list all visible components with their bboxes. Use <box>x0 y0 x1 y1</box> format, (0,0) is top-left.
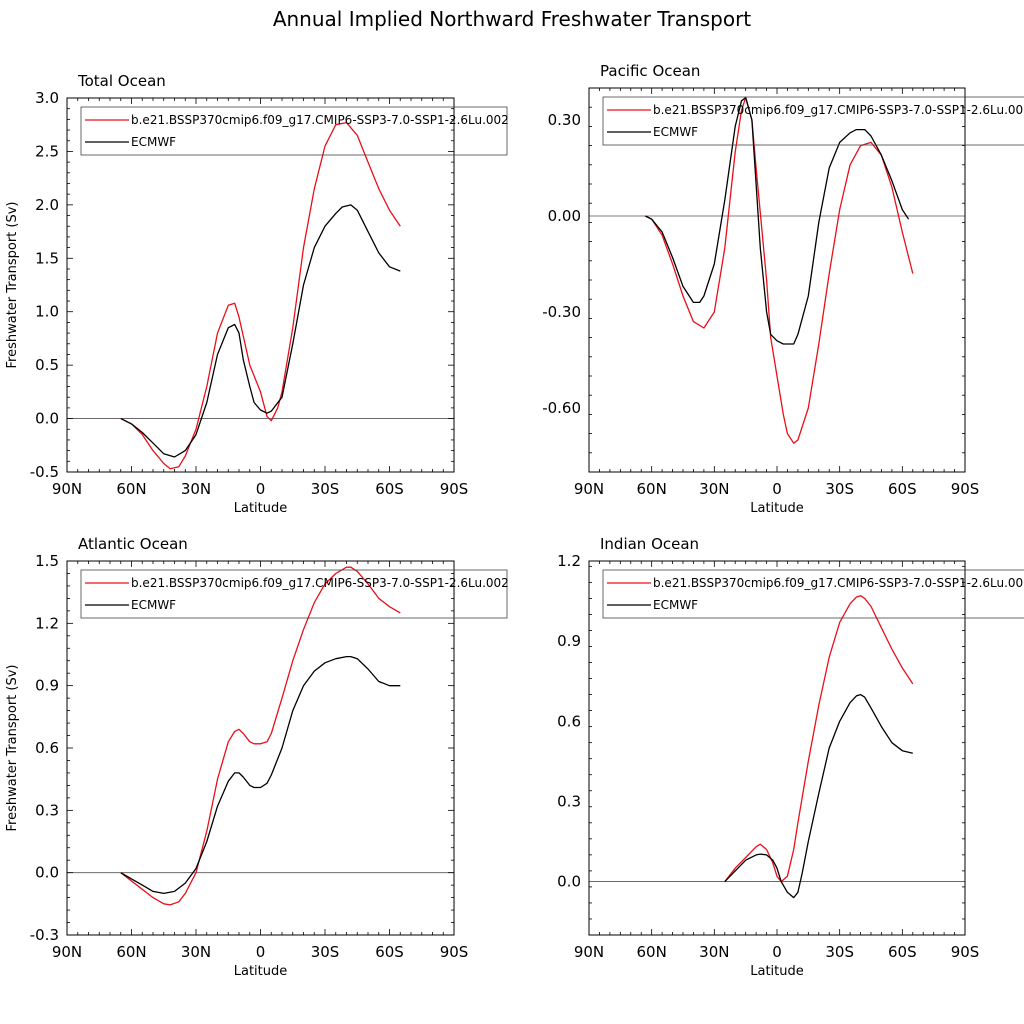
y-tick-label: 0.30 <box>548 111 581 129</box>
x-tick-label: 30S <box>311 480 340 498</box>
legend-box <box>80 569 508 619</box>
x-tick-label: 30N <box>181 480 211 498</box>
legend-box <box>80 106 508 156</box>
y-tick-label: 0.00 <box>548 207 581 225</box>
x-tick-label: 0 <box>256 480 266 498</box>
y-tick-label: 0.9 <box>35 677 59 695</box>
x-axis-title: Latitude <box>234 501 288 516</box>
ecmwf-series-line <box>120 655 401 895</box>
x-tick-label: 60N <box>116 480 146 498</box>
legend-label: ECMWF <box>653 598 698 612</box>
legend: b.e21.BSSP370cmip6.f09_g17.CMIP6-SSP3-7.… <box>80 106 509 156</box>
y-tick-label: 2.0 <box>35 196 59 214</box>
legend-label: b.e21.BSSP370cmip6.f09_g17.CMIP6-SSP3-7.… <box>131 113 509 127</box>
x-tick-label: 90N <box>574 480 604 498</box>
y-tick-label: 0.3 <box>35 801 59 819</box>
figure-title: Annual Implied Northward Freshwater Tran… <box>273 7 751 31</box>
panel-atlantic-ocean: Atlantic Ocean 90N 60N 30N 0 30S 60S 90S -0.3 0.0… <box>5 535 509 979</box>
y-tick-label: -0.3 <box>30 926 59 944</box>
panel-title: Atlantic Ocean <box>78 535 188 553</box>
x-tick-label: 60N <box>637 943 667 961</box>
y-tick-label: 0.3 <box>557 792 581 810</box>
model-series-line <box>120 121 401 470</box>
x-tick-label: 90S <box>951 480 980 498</box>
legend-label: ECMWF <box>131 598 176 612</box>
x-tick-label: 0 <box>256 943 266 961</box>
y-axis-title: Freshwater Transport (Sv) <box>5 665 20 832</box>
ecmwf-series-line <box>645 96 910 345</box>
y-tick-label: 0.6 <box>35 739 59 757</box>
panel-title: Total Ocean <box>77 72 166 90</box>
y-tick-label: 0.6 <box>557 712 581 730</box>
x-axis-title: Latitude <box>750 501 804 516</box>
x-axis-title: Latitude <box>750 964 804 979</box>
x-tick-label: 60S <box>888 943 917 961</box>
y-axis-title: Freshwater Transport (Sv) <box>5 202 20 369</box>
plot-frame <box>588 87 966 473</box>
y-tick-label: 1.5 <box>35 249 59 267</box>
legend: b.e21.BSSP370cmip6.f09_g17.CMIP6-SSP3-7.… <box>602 96 1024 146</box>
x-tick-label: 90N <box>574 943 604 961</box>
panel-title: Indian Ocean <box>600 535 699 553</box>
model-series-line <box>724 595 914 883</box>
legend: b.e21.BSSP370cmip6.f09_g17.CMIP6-SSP3-7.… <box>602 569 1024 619</box>
ecmwf-series-line <box>120 204 401 458</box>
legend-box <box>602 569 1024 619</box>
panel-title: Pacific Ocean <box>600 62 700 80</box>
y-tick-label: 0.0 <box>35 410 59 428</box>
x-tick-label: 90S <box>440 480 469 498</box>
legend-label: b.e21.BSSP370cmip6.f09_g17.CMIP6-SSP3-7.… <box>653 576 1024 590</box>
panel-pacific-ocean: Pacific Ocean 90N 60N 30N 0 30S 60S 90S -0.60 -0.… <box>542 62 1024 516</box>
model-series-line <box>645 96 914 444</box>
legend: b.e21.BSSP370cmip6.f09_g17.CMIP6-SSP3-7.… <box>80 569 509 619</box>
x-tick-label: 30S <box>825 943 854 961</box>
ecmwf-series-line <box>724 693 913 899</box>
x-tick-label: 90S <box>951 943 980 961</box>
panel-indian-ocean: Indian Ocean 90N 60N 30N 0 30S 60S 90S 0.0 0.3 0.6… <box>557 535 1024 979</box>
y-tick-label: 1.0 <box>35 303 59 321</box>
y-tick-label: -0.60 <box>542 399 581 417</box>
x-tick-label: 30N <box>699 943 729 961</box>
y-tick-label: 3.0 <box>35 89 59 107</box>
y-tick-label: 2.5 <box>35 142 59 160</box>
x-tick-label: 60N <box>116 943 146 961</box>
legend-label: ECMWF <box>131 135 176 149</box>
x-tick-label: 60S <box>375 943 404 961</box>
y-tick-label: 0.9 <box>557 632 581 650</box>
x-tick-label: 60S <box>888 480 917 498</box>
panel-total-ocean: Total Ocean 90N 60N 30N 0 30S 60S 90S -0.5 0.0 0.5… <box>5 72 509 516</box>
legend-label: b.e21.BSSP370cmip6.f09_g17.CMIP6-SSP3-7.… <box>653 103 1024 117</box>
legend-label: ECMWF <box>653 125 698 139</box>
y-tick-label: 0.0 <box>557 873 581 891</box>
x-tick-label: 90N <box>52 943 82 961</box>
legend-box <box>602 96 1024 146</box>
y-tick-label: 1.2 <box>35 614 59 632</box>
y-tick-label: -0.5 <box>30 463 59 481</box>
x-tick-label: 30S <box>311 943 340 961</box>
y-tick-label: 0.0 <box>35 864 59 882</box>
x-tick-label: 30N <box>699 480 729 498</box>
legend-label: b.e21.BSSP370cmip6.f09_g17.CMIP6-SSP3-7.… <box>131 576 509 590</box>
x-axis-title: Latitude <box>234 964 288 979</box>
x-tick-label: 60N <box>637 480 667 498</box>
x-tick-label: 30S <box>825 480 854 498</box>
x-tick-label: 30N <box>181 943 211 961</box>
x-tick-label: 0 <box>772 943 782 961</box>
y-tick-label: 0.5 <box>35 356 59 374</box>
x-tick-label: 90S <box>440 943 469 961</box>
x-tick-label: 0 <box>772 480 782 498</box>
x-tick-label: 90N <box>52 480 82 498</box>
y-tick-label: 1.5 <box>35 552 59 570</box>
y-tick-label: 1.2 <box>557 552 581 570</box>
y-tick-label: -0.30 <box>542 303 581 321</box>
model-series-line <box>120 566 401 906</box>
x-tick-label: 60S <box>375 480 404 498</box>
